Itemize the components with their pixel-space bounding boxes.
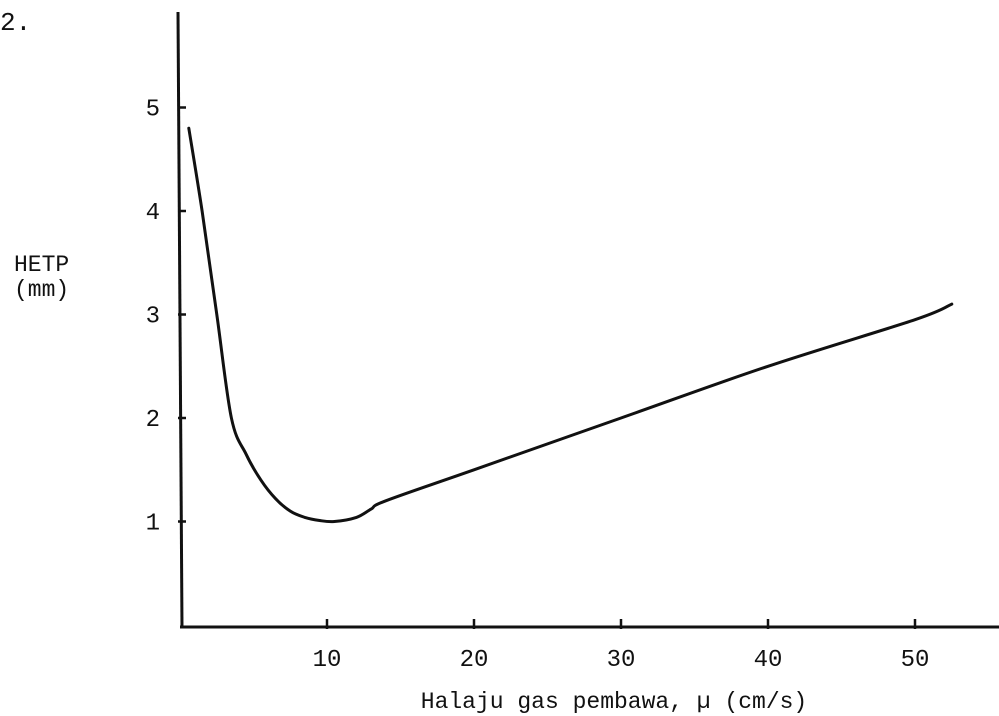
y-tick-label: 1 (146, 511, 160, 538)
y-axis-title-line1: HETP (14, 252, 69, 278)
y-tick-label: 5 (146, 97, 160, 124)
hetp-curve (187, 126, 954, 524)
question-number: 2. (0, 8, 31, 38)
y-axis-title-line2: (mm) (14, 277, 69, 303)
x-tick-label: 50 (901, 647, 930, 674)
y-ticks: 1 2 3 4 5 (146, 97, 186, 538)
y-tick-label: 4 (146, 200, 160, 227)
x-tick-label: 10 (313, 647, 342, 674)
y-tick-label: 2 (146, 407, 160, 434)
series-group (187, 126, 954, 524)
x-tick-label: 40 (754, 647, 783, 674)
x-ticks: 10 20 30 40 50 (313, 619, 930, 674)
x-tick-label: 30 (607, 647, 636, 674)
y-tick-label: 3 (146, 304, 160, 331)
y-axis (176, 11, 184, 629)
x-tick-label: 20 (460, 647, 489, 674)
x-axis-title: Halaju gas pembawa, µ (cm/s) (421, 689, 807, 715)
